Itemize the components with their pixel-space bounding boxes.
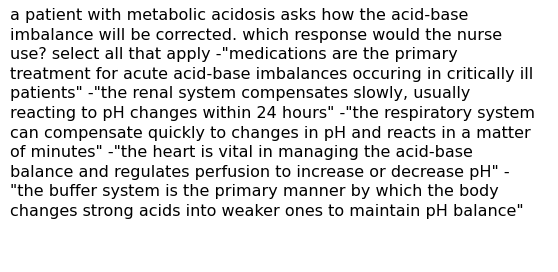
Text: a patient with metabolic acidosis asks how the acid-base
imbalance will be corre: a patient with metabolic acidosis asks h… <box>10 8 535 219</box>
